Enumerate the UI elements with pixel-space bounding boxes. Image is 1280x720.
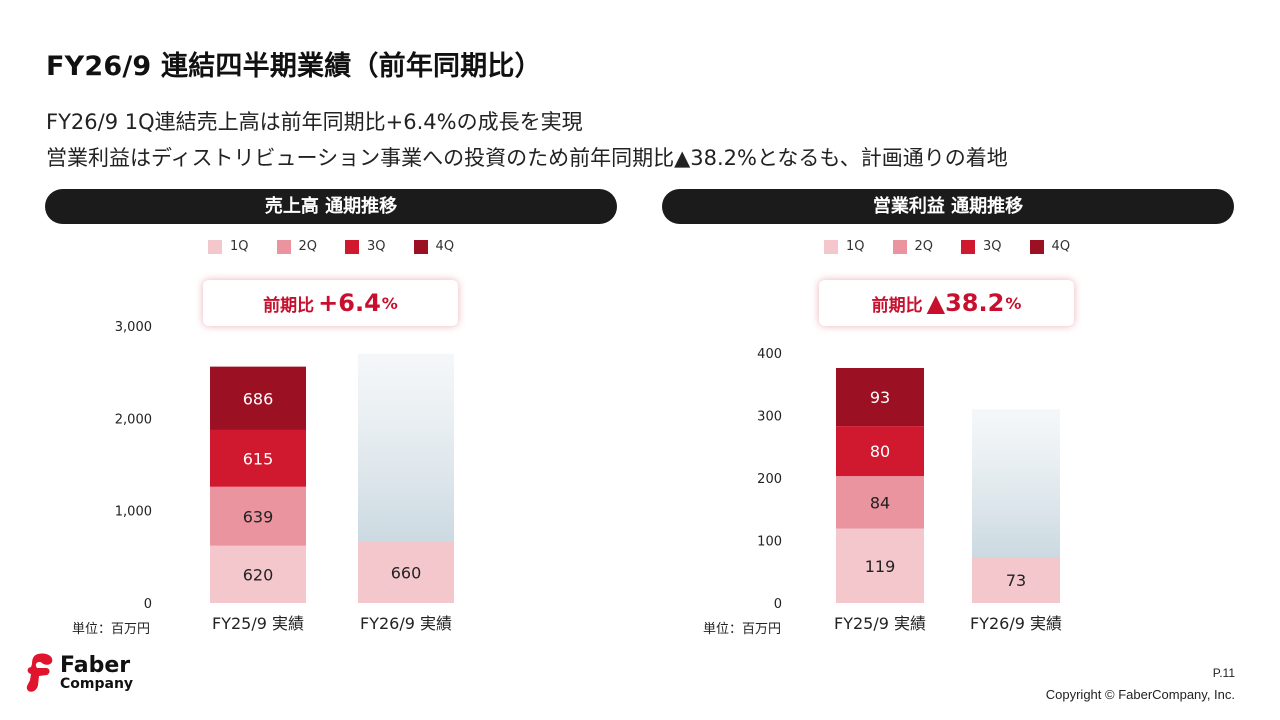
op-profit-legend: 1Q 2Q 3Q 4Q bbox=[824, 239, 1098, 254]
sales-yoy-unit: % bbox=[381, 293, 398, 313]
legend-label: 3Q bbox=[367, 239, 386, 254]
bar-segment-4q bbox=[836, 368, 924, 427]
sales-yoy-box: 前期比 +6.4 % bbox=[203, 280, 458, 326]
op-profit-yoy-value: ▲38.2 bbox=[926, 289, 1005, 317]
subtitle-line-1: FY26/9 1Q連結売上高は前年同期比+6.4%の成長を実現 bbox=[46, 110, 583, 134]
op-profit-panel-header: 営業利益 通期推移 bbox=[662, 189, 1234, 224]
page-title: FY26/9 連結四半期業績（前年同期比） bbox=[46, 51, 542, 82]
sales-panel-header: 売上高 通期推移 bbox=[45, 189, 617, 224]
page-number: P.11 bbox=[1212, 666, 1235, 680]
sales-legend: 1Q 2Q 3Q 4Q bbox=[208, 239, 482, 254]
legend-item-1q: 1Q bbox=[824, 239, 865, 254]
legend-label: 2Q bbox=[914, 239, 934, 254]
legend-item-2q: 2Q bbox=[276, 239, 318, 254]
y-tick-label: 400 bbox=[757, 347, 782, 362]
legend-item-3q: 3Q bbox=[345, 239, 386, 254]
y-tick-label: 1,000 bbox=[115, 505, 152, 520]
logo-text-company: Company bbox=[60, 676, 134, 692]
bar-value-label: 73 bbox=[1006, 571, 1026, 590]
legend-item-2q: 2Q bbox=[892, 239, 934, 254]
sales-unit-label: 単位：百万円 bbox=[72, 622, 151, 637]
legend-item-4q: 4Q bbox=[1029, 239, 1071, 254]
bar-value-label: 119 bbox=[865, 557, 896, 576]
legend-label: 2Q bbox=[298, 239, 318, 254]
bar-segment-1q bbox=[210, 545, 306, 603]
legend-swatch-1q bbox=[208, 239, 222, 254]
bar-value-label: 93 bbox=[870, 388, 890, 407]
x-category-label: FY26/9 実績 bbox=[970, 614, 1062, 633]
legend-swatch-1q bbox=[824, 239, 838, 254]
y-tick-label: 3,000 bbox=[115, 320, 152, 335]
legend-item-1q: 1Q bbox=[208, 239, 249, 254]
copyright: Copyright © FaberCompany, Inc. bbox=[1045, 687, 1235, 702]
bar-value-label: 84 bbox=[870, 493, 890, 512]
bar-segment-1q bbox=[358, 542, 454, 603]
legend-swatch-4q bbox=[1029, 239, 1044, 254]
legend-label: 4Q bbox=[435, 239, 455, 254]
bar-value-label: 660 bbox=[391, 564, 422, 583]
subtitle-line-2: 営業利益はディストリビューション事業への投資のため前年同期比▲38.2%となるも… bbox=[46, 146, 1008, 170]
legend-label: 4Q bbox=[1051, 239, 1071, 254]
bar-segment-4q bbox=[210, 366, 306, 430]
legend-swatch-2q bbox=[892, 239, 907, 254]
sales-yoy-value: +6.4 bbox=[318, 289, 381, 317]
legend-label: 1Q bbox=[230, 239, 249, 254]
legend-item-4q: 4Q bbox=[413, 239, 455, 254]
sales-yoy-label: 前期比 bbox=[263, 295, 315, 316]
y-tick-label: 0 bbox=[144, 597, 152, 612]
bar-segment-2q bbox=[210, 486, 306, 546]
op-profit-yoy-box: 前期比 ▲38.2 % bbox=[819, 280, 1074, 326]
bar-value-label: 686 bbox=[243, 389, 274, 408]
bar-value-label: 615 bbox=[243, 449, 274, 468]
bar-segment-3q bbox=[210, 429, 306, 487]
x-category-label: FY26/9 実績 bbox=[360, 614, 452, 633]
bar-value-label: 80 bbox=[870, 442, 890, 461]
op-profit-yoy-label: 前期比 bbox=[871, 295, 923, 316]
legend-label: 3Q bbox=[983, 239, 1002, 254]
bar-value-label: 639 bbox=[243, 507, 274, 526]
legend-swatch-2q bbox=[276, 239, 291, 254]
legend-label: 1Q bbox=[846, 239, 865, 254]
y-tick-label: 300 bbox=[757, 410, 782, 425]
legend-item-3q: 3Q bbox=[961, 239, 1002, 254]
x-category-label: FY25/9 実績 bbox=[834, 614, 926, 633]
x-category-label: FY25/9 実績 bbox=[212, 614, 304, 633]
bar-segment-3q bbox=[836, 426, 924, 477]
faber-logo-mark-icon bbox=[26, 653, 53, 692]
bar-segment-1q bbox=[972, 557, 1060, 603]
y-tick-label: 0 bbox=[774, 597, 782, 612]
y-tick-label: 200 bbox=[757, 472, 782, 487]
y-tick-label: 2,000 bbox=[115, 412, 152, 427]
op-profit-yoy-unit: % bbox=[1005, 293, 1022, 313]
op-profit-chart: 0 100 200 300 400 119 84 80 93 FY25/9 実績 73 FY26/9 … bbox=[757, 347, 1062, 633]
op-profit-unit-label: 単位：百万円 bbox=[703, 622, 782, 637]
legend-swatch-4q bbox=[413, 239, 428, 254]
sales-chart: 0 1,000 2,000 3,000 620 639 615 686 FY25/9 実績 660… bbox=[115, 320, 454, 633]
bar-segment-2q bbox=[836, 476, 924, 529]
legend-swatch-3q bbox=[961, 239, 976, 254]
y-tick-label: 100 bbox=[757, 535, 782, 550]
legend-swatch-3q bbox=[345, 239, 360, 254]
logo-text-faber: Faber bbox=[60, 653, 131, 678]
faber-company-logo: Faber Company bbox=[24, 652, 133, 694]
bar-value-label: 620 bbox=[243, 565, 274, 584]
bar-segment-1q bbox=[836, 528, 924, 603]
